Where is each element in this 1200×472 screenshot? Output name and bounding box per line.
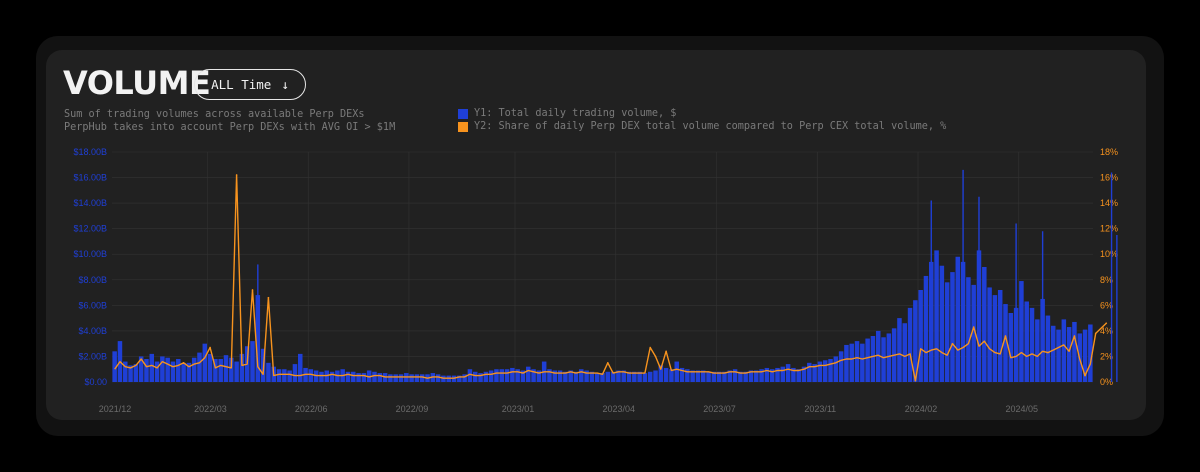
legend-swatch-y1 xyxy=(458,108,468,119)
description-line-2: PerpHub takes into account Perp DEXs wit… xyxy=(64,122,396,133)
legend-swatch-y2 xyxy=(458,121,468,132)
arrow-down-icon: ↓ xyxy=(281,77,289,92)
description-line-1: Sum of trading volumes across available … xyxy=(64,109,365,120)
page-title: VOLUME xyxy=(63,64,211,102)
legend-label-y1: Y1: Total daily trading volume, $ xyxy=(474,108,677,119)
volume-card xyxy=(46,50,1146,420)
legend-item-y2: Y2: Share of daily Perp DEX total volume… xyxy=(458,121,946,132)
legend-item-y1: Y1: Total daily trading volume, $ xyxy=(458,108,676,119)
time-range-dropdown[interactable]: ALL Time ↓ xyxy=(194,69,306,100)
time-range-label: ALL Time xyxy=(211,77,272,92)
legend-label-y2: Y2: Share of daily Perp DEX total volume… xyxy=(474,121,947,132)
